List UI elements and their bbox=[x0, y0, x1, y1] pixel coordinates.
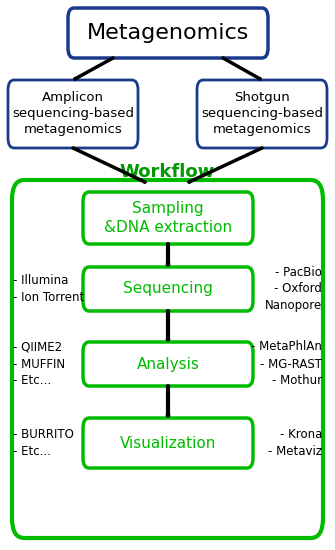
Text: - BURRITO
- Etc...: - BURRITO - Etc... bbox=[13, 428, 74, 458]
FancyBboxPatch shape bbox=[83, 342, 253, 386]
Text: Visualization: Visualization bbox=[120, 436, 216, 450]
Text: - PacBio
- Oxford
Nanopore: - PacBio - Oxford Nanopore bbox=[265, 266, 322, 312]
FancyBboxPatch shape bbox=[68, 8, 268, 58]
FancyBboxPatch shape bbox=[83, 267, 253, 311]
FancyBboxPatch shape bbox=[8, 80, 138, 148]
FancyBboxPatch shape bbox=[83, 418, 253, 468]
Text: - MetaPhlAn
- MG-RAST
- Mothur: - MetaPhlAn - MG-RAST - Mothur bbox=[251, 340, 322, 388]
Text: Shotgun
sequencing-based
metagenomics: Shotgun sequencing-based metagenomics bbox=[201, 91, 323, 136]
Text: - Krona
- Metaviz: - Krona - Metaviz bbox=[268, 428, 322, 458]
Text: - Illumina
- Ion Torrent: - Illumina - Ion Torrent bbox=[13, 274, 84, 304]
FancyBboxPatch shape bbox=[197, 80, 327, 148]
Text: Metagenomics: Metagenomics bbox=[87, 23, 249, 43]
Text: Sequencing: Sequencing bbox=[123, 282, 213, 296]
Text: Sampling
&DNA extraction: Sampling &DNA extraction bbox=[104, 201, 232, 235]
Text: Analysis: Analysis bbox=[137, 356, 199, 371]
FancyBboxPatch shape bbox=[12, 180, 323, 538]
Text: Workflow: Workflow bbox=[119, 163, 215, 181]
Text: Amplicon
sequencing-based
metagenomics: Amplicon sequencing-based metagenomics bbox=[12, 91, 134, 136]
Text: - QIIME2
- MUFFIN
- Etc…: - QIIME2 - MUFFIN - Etc… bbox=[13, 340, 65, 388]
FancyBboxPatch shape bbox=[83, 192, 253, 244]
